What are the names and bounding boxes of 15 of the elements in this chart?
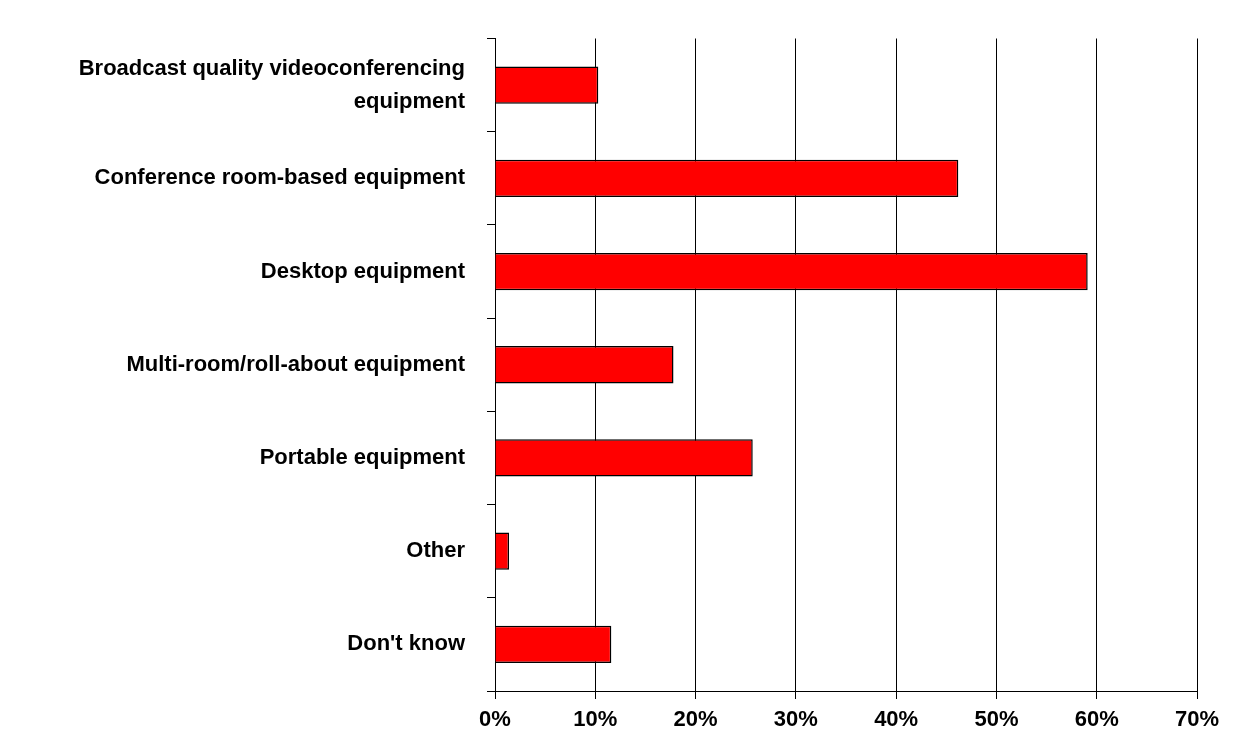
x-tick-label: 40%	[874, 706, 919, 732]
y-tick-label: Conference room-based equipment	[94, 164, 466, 190]
x-tick-label: 60%	[1074, 706, 1119, 732]
y-tick-label: Desktop equipment	[260, 257, 466, 283]
y-tick-label: Don't know	[347, 630, 466, 656]
x-tick-label: 30%	[773, 706, 818, 732]
x-tick-label: 50%	[974, 706, 1019, 732]
x-tick-label: 20%	[673, 706, 718, 732]
y-tick-label: Multi-room/roll-about equipment	[126, 350, 466, 376]
x-tick-label: 70%	[1174, 706, 1220, 732]
x-tick-label: 10%	[573, 706, 618, 732]
y-tick-label: Portable equipment	[259, 444, 466, 470]
x-tick-label: 0%	[479, 706, 511, 732]
y-tick-label: Broadcast quality videoconferencing equipment	[78, 54, 466, 113]
y-tick-label: Other	[406, 537, 466, 563]
